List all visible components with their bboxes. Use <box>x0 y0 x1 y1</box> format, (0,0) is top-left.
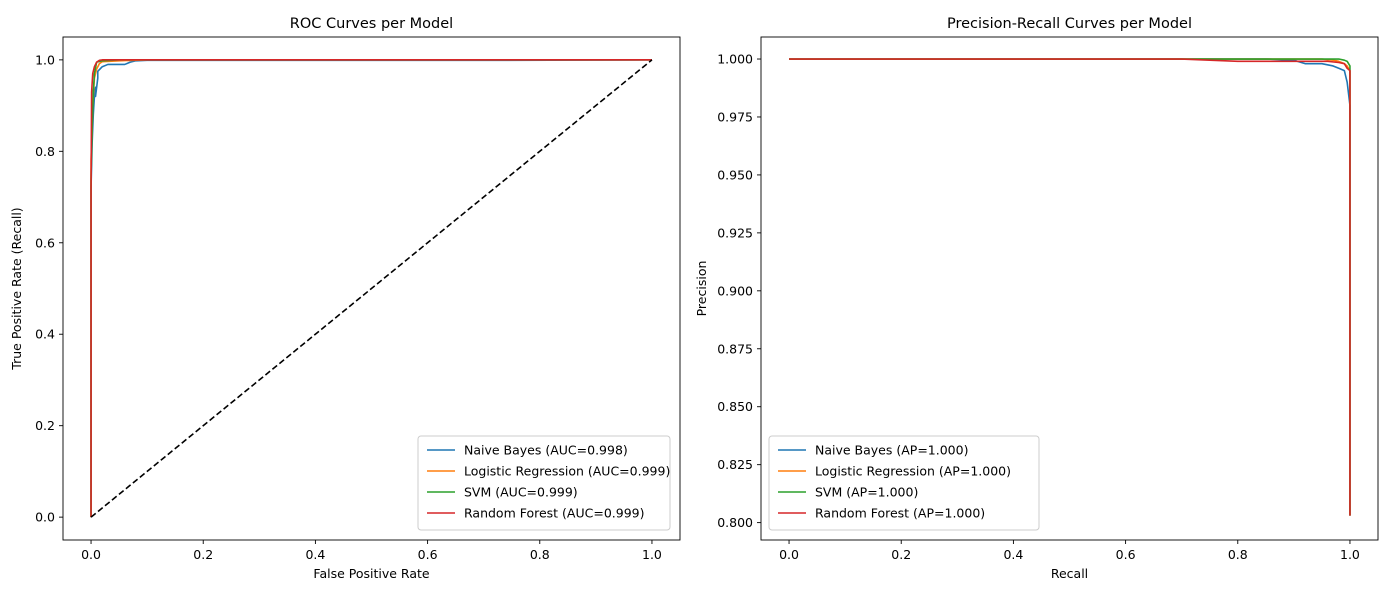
chart-1: 0.0 0.2 0.4 0.6 0.8 1.0 0.0 0.2 0.4 0.6 0.8 1.0 ROC … <box>9 16 681 581</box>
y-tick-label: 0.925 <box>717 225 753 240</box>
chart-2: 0.0 0.2 0.4 0.6 0.8 1.0 0.800 0.825 0.850 0.875 0.… <box>694 16 1379 581</box>
legend-entry: SVM (AP=1.000) <box>815 485 918 500</box>
series-group <box>789 58 1351 516</box>
chart-title: ROC Curves per Model <box>290 16 453 32</box>
legend-entry: Naive Bayes (AUC=0.998) <box>464 443 628 458</box>
y-tick-label: 0.850 <box>717 399 753 414</box>
chart-title: Precision-Recall Curves per Model <box>947 16 1192 32</box>
legend-entry: Random Forest (AP=1.000) <box>815 506 985 521</box>
diagonal-reference-line <box>90 59 653 518</box>
y-tick-label: 0.800 <box>717 515 753 530</box>
series-line-4 <box>90 59 652 518</box>
legend-box <box>768 435 1040 531</box>
series-line-4 <box>789 58 1351 516</box>
legend: Naive Bayes (AUC=0.998) Logistic Regressi… <box>417 435 671 531</box>
legend-entry: Naive Bayes (AP=1.000) <box>815 443 968 458</box>
x-tick-label: 0.0 <box>779 547 799 562</box>
x-tick-label: 0.4 <box>305 547 325 562</box>
x-tick-label: 0.8 <box>530 547 550 562</box>
x-tick-label: 0.6 <box>418 547 438 562</box>
y-tick-label: 0.2 <box>35 418 55 433</box>
x-tick-label: 0.2 <box>193 547 213 562</box>
y-tick-label: 1.000 <box>717 52 753 67</box>
x-tick-label: 0.2 <box>891 547 911 562</box>
legend-box <box>417 435 671 531</box>
x-axis-label: Recall <box>1051 566 1088 581</box>
series-group <box>90 59 653 518</box>
y-tick-label: 0.975 <box>717 109 753 124</box>
series-line-3 <box>789 58 1351 516</box>
y-tick-label: 0.950 <box>717 167 753 182</box>
x-tick-label: 1.0 <box>642 547 662 562</box>
plot-frame <box>62 36 681 541</box>
legend-entry: Random Forest (AUC=0.999) <box>464 506 645 521</box>
x-tick-label: 1.0 <box>1340 547 1360 562</box>
y-tick-label: 0.8 <box>35 144 55 159</box>
y-tick-label: 0.875 <box>717 341 753 356</box>
legend-entry: Logistic Regression (AP=1.000) <box>815 464 1011 479</box>
y-tick-label: 0.6 <box>35 235 55 250</box>
plot-frame <box>760 36 1379 541</box>
x-tick-label: 0.4 <box>1003 547 1023 562</box>
legend-entry: SVM (AUC=0.999) <box>464 485 578 500</box>
x-tick-label: 0.8 <box>1228 547 1248 562</box>
x-tick-label: 0.6 <box>1116 547 1136 562</box>
y-tick-label: 0.4 <box>35 327 55 342</box>
x-tick-label: 0.0 <box>81 547 101 562</box>
y-axis-label: True Positive Rate (Recall) <box>9 207 24 370</box>
y-axis-label: Precision <box>694 261 709 317</box>
x-axis-label: False Positive Rate <box>313 566 429 581</box>
y-tick-label: 0.0 <box>35 510 55 525</box>
y-tick-label: 0.900 <box>717 283 753 298</box>
legend-entry: Logistic Regression (AUC=0.999) <box>464 464 670 479</box>
y-tick-label: 0.825 <box>717 457 753 472</box>
legend: Naive Bayes (AP=1.000) Logistic Regressio… <box>768 435 1040 531</box>
y-tick-label: 1.0 <box>35 52 55 67</box>
